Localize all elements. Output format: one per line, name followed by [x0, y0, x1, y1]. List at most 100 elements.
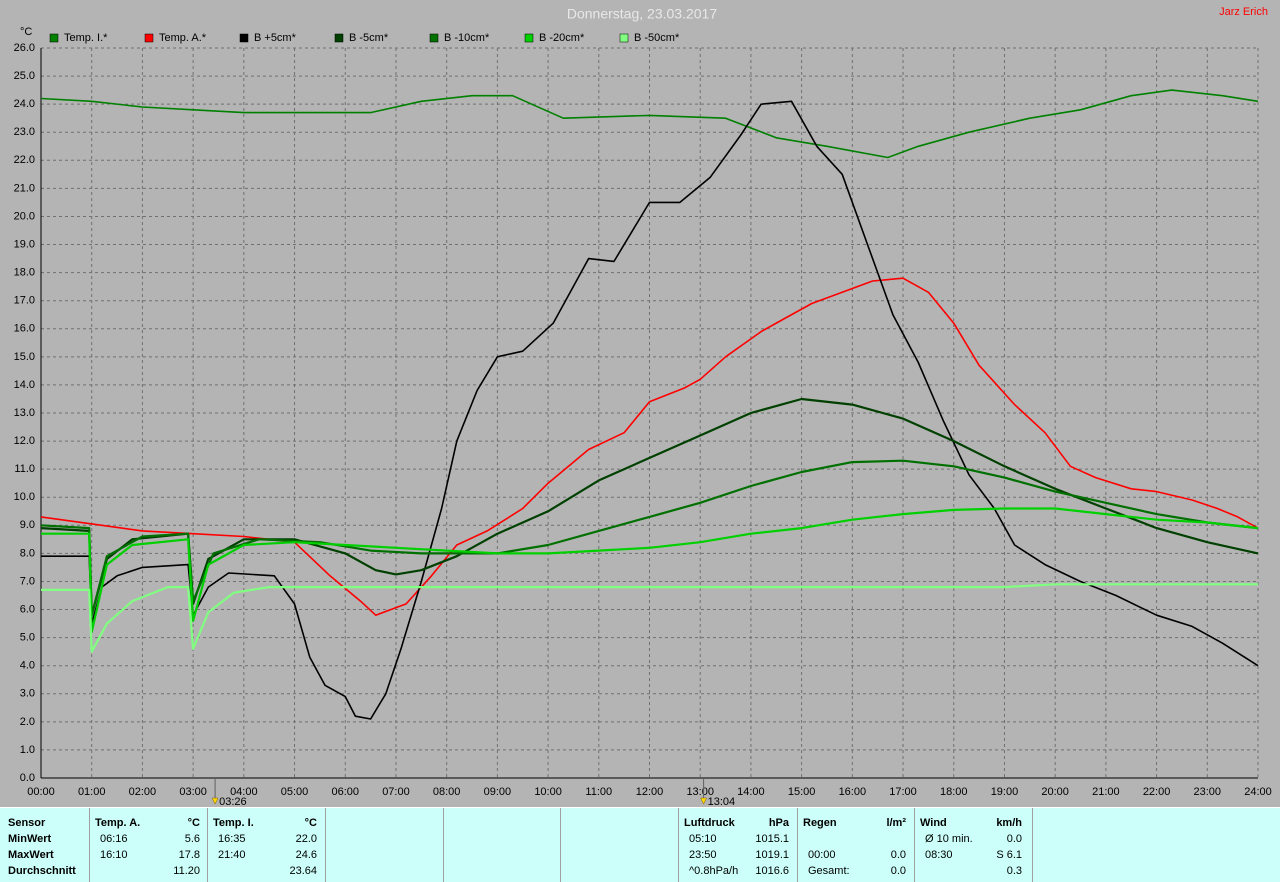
series-line: [40, 277, 1259, 616]
stat-value: 0.3: [1006, 865, 1022, 877]
block-title: Temp. A.: [95, 817, 141, 829]
x-tick-label: 18:00: [940, 786, 968, 798]
y-tick-label: 22.0: [14, 154, 35, 166]
series-line: [40, 459, 1259, 617]
y-tick-label: 25.0: [14, 70, 35, 82]
y-tick-label: 21.0: [14, 182, 35, 194]
y-tick-label: 23.0: [14, 126, 35, 138]
y-tick-label: 5.0: [20, 632, 35, 644]
series-line: [41, 507, 1259, 634]
y-tick-label: 6.0: [20, 603, 35, 615]
legend-swatch: [144, 33, 154, 43]
x-tick-label: 21:00: [1092, 786, 1120, 798]
series-line: [40, 89, 1259, 159]
stat-time: Ø 10 min.: [925, 833, 973, 845]
y-tick-label: 17.0: [14, 295, 35, 307]
row-label: Durchschnitt: [8, 865, 76, 877]
block-title: Regen: [803, 817, 837, 829]
marker-label: 03:26: [219, 796, 247, 807]
y-tick-label: 3.0: [20, 688, 35, 700]
block-title: Wind: [920, 817, 947, 829]
chart-title: Donnerstag, 23.03.2017: [567, 6, 717, 22]
stat-value: 1016.6: [755, 865, 789, 877]
stat-time: 06:16: [100, 833, 128, 845]
legend-label: B +5cm*: [254, 32, 297, 44]
legend-label: B -10cm*: [444, 32, 490, 44]
stat-time: Gesamt:: [808, 865, 850, 877]
author: Jarz Erich: [1219, 6, 1268, 18]
row-label: MaxWert: [8, 849, 54, 861]
column-separator: [914, 808, 915, 882]
series-line: [41, 583, 1258, 653]
x-tick-label: 06:00: [331, 786, 359, 798]
stat-value: 1015.1: [755, 833, 789, 845]
stat-value: S 6.1: [996, 849, 1022, 861]
row-label: Sensor: [8, 817, 46, 829]
series-line: [41, 100, 1259, 720]
stat-value: 5.6: [184, 833, 200, 845]
stat-value: 0.0: [1006, 833, 1022, 845]
legend-label: B -50cm*: [634, 32, 680, 44]
y-tick-label: 7.0: [20, 575, 35, 587]
marker-label: 13:04: [708, 796, 736, 807]
block-unit: hPa: [768, 817, 789, 829]
stat-value: 17.8: [178, 849, 200, 861]
x-tick-label: 08:00: [433, 786, 461, 798]
stat-value: 1019.1: [755, 849, 789, 861]
column-separator: [443, 808, 444, 882]
stat-time: ^0.8hPa/h: [689, 865, 739, 877]
block-unit: °C: [304, 817, 317, 829]
stat-time: 21:40: [218, 849, 246, 861]
legend-swatch: [334, 33, 344, 43]
column-separator: [560, 808, 561, 882]
y-tick-label: 2.0: [20, 716, 35, 728]
x-tick-label: 07:00: [382, 786, 410, 798]
marker-triangle: [700, 797, 708, 805]
column-separator: [207, 808, 208, 882]
stat-time: 05:10: [689, 833, 717, 845]
x-tick-label: 01:00: [78, 786, 106, 798]
block-unit: km/h: [996, 817, 1022, 829]
x-tick-label: 23:00: [1194, 786, 1222, 798]
stat-value: 24.6: [295, 849, 317, 861]
stat-value: 0.0: [890, 865, 906, 877]
x-tick-label: 04:00: [230, 786, 258, 798]
y-tick-label: 18.0: [14, 267, 35, 279]
legend-swatch: [619, 33, 629, 43]
legend-swatch: [524, 33, 534, 43]
y-tick-label: 11.0: [14, 463, 35, 475]
stat-value: 23.64: [289, 865, 317, 877]
column-separator: [797, 808, 798, 882]
y-tick-label: 24.0: [14, 98, 35, 110]
legend-label: B -20cm*: [539, 32, 585, 44]
y-tick-label: 8.0: [20, 547, 35, 559]
y-tick-label: 16.0: [14, 323, 35, 335]
x-tick-label: 15:00: [788, 786, 816, 798]
y-tick-label: 26.0: [14, 42, 35, 54]
x-tick-label: 20:00: [1041, 786, 1069, 798]
stat-time: 08:30: [925, 849, 953, 861]
y-tick-label: 0.0: [20, 772, 35, 784]
legend-label: Temp. A.*: [159, 32, 207, 44]
x-tick-label: 17:00: [889, 786, 917, 798]
block-unit: l/m²: [886, 817, 906, 829]
column-separator: [678, 808, 679, 882]
x-tick-label: 24:00: [1244, 786, 1272, 798]
x-tick-label: 05:00: [281, 786, 309, 798]
stat-time: 16:35: [218, 833, 246, 845]
stat-time: 16:10: [100, 849, 128, 861]
y-tick-label: 1.0: [20, 744, 35, 756]
x-tick-label: 11:00: [585, 786, 612, 798]
column-separator: [325, 808, 326, 882]
stat-value: 11.20: [173, 865, 200, 877]
block-title: Temp. I.: [213, 817, 254, 829]
chart: Donnerstag, 23.03.2017 Jarz Erich °C 0.0…: [14, 6, 1272, 808]
stat-value: 22.0: [295, 833, 317, 845]
column-separator: [1032, 808, 1033, 882]
y-tick-label: 19.0: [14, 238, 35, 250]
y-tick-label: 20.0: [14, 210, 35, 222]
legend-swatch: [429, 33, 439, 43]
x-tick-label: 14:00: [737, 786, 765, 798]
x-tick-label: 13:00: [686, 786, 714, 798]
y-tick-label: 13.0: [14, 407, 35, 419]
